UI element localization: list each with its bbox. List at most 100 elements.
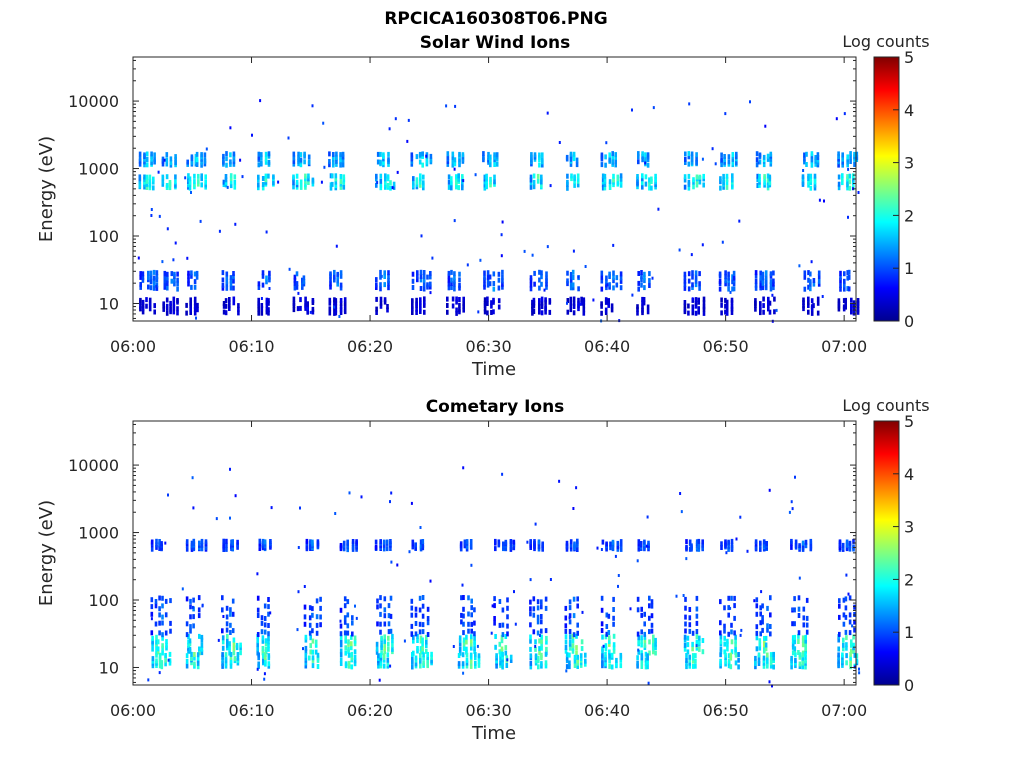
heatmap-cell — [536, 178, 540, 184]
heatmap-cell — [804, 646, 807, 652]
heatmap-cell — [419, 663, 422, 669]
heatmap-cell — [842, 304, 846, 310]
heatmap-cell — [172, 301, 176, 307]
heatmap-cell — [232, 278, 235, 284]
heatmap-cell — [858, 671, 861, 675]
heatmap-cell — [697, 309, 700, 315]
heatmap-cell — [261, 282, 265, 288]
heatmap-cell — [306, 301, 309, 307]
heatmap-cell — [790, 664, 793, 670]
heatmap-cell — [688, 657, 691, 663]
heatmap-cell — [176, 271, 179, 277]
heatmap-cell — [723, 605, 726, 611]
heatmap-cell — [458, 151, 461, 157]
heatmap-cell — [678, 248, 681, 252]
colorbar-cometary — [873, 420, 900, 686]
heatmap-cell — [492, 309, 495, 315]
heatmap-cell — [473, 648, 476, 654]
heatmap-cell — [462, 630, 465, 636]
heatmap-cell — [839, 278, 842, 283]
heatmap-cell — [497, 298, 501, 304]
heatmap-cell — [757, 652, 761, 658]
heatmap-cell — [141, 303, 145, 309]
heatmap-cell — [763, 180, 766, 186]
heatmap-cell — [571, 275, 575, 280]
heatmap-cell — [499, 655, 502, 661]
heatmap-cell — [261, 273, 265, 279]
heatmap-cell — [489, 176, 492, 182]
heatmap-cell — [344, 650, 347, 656]
heatmap-cell — [701, 157, 704, 161]
heatmap-cell — [793, 639, 797, 645]
heatmap-cell — [419, 649, 423, 655]
heatmap-cell — [619, 275, 623, 281]
heatmap-cell — [538, 650, 541, 656]
heatmap-cell — [389, 185, 392, 191]
heatmap-cell — [153, 152, 156, 158]
heatmap-cell — [532, 596, 536, 602]
heatmap-cell — [679, 492, 682, 495]
heatmap-cell — [339, 310, 343, 315]
heatmap-cell — [287, 136, 290, 140]
heatmap-cell — [764, 275, 768, 281]
heatmap-cell — [415, 154, 419, 160]
heatmap-cell — [429, 153, 433, 159]
heatmap-cell — [379, 661, 383, 666]
heatmap-cell — [174, 154, 177, 160]
heatmap-cell — [153, 303, 156, 309]
heatmap-cell — [158, 660, 162, 666]
heatmap-cell — [725, 180, 729, 185]
heatmap-cell — [261, 646, 265, 651]
heatmap-cell — [451, 151, 455, 157]
heatmap-cell — [160, 660, 164, 666]
heatmap-cell — [584, 661, 587, 667]
heatmap-cell — [849, 664, 852, 670]
heatmap-cell — [200, 176, 203, 182]
heatmap-cell — [309, 544, 312, 550]
heatmap-cell — [222, 615, 225, 618]
heatmap-cell — [224, 658, 228, 664]
heatmap-cell — [415, 297, 418, 303]
heatmap-cell — [690, 157, 694, 163]
heatmap-cell — [604, 297, 608, 303]
heatmap-cell — [611, 151, 614, 157]
heatmap-cell — [339, 631, 343, 637]
heatmap-cell — [566, 173, 569, 179]
heatmap-cell — [260, 310, 264, 316]
heatmap-cell — [158, 652, 162, 658]
heatmap-cell — [379, 539, 382, 545]
heatmap-cell — [392, 181, 396, 187]
heatmap-cell — [406, 139, 409, 143]
heatmap-cell — [267, 639, 270, 645]
heatmap-cell — [540, 270, 543, 276]
heatmap-cell — [462, 304, 465, 310]
heatmap-cell — [848, 546, 852, 552]
heatmap-cell — [494, 538, 497, 544]
heatmap-cell — [644, 660, 648, 666]
heatmap-cell — [226, 645, 229, 651]
heatmap-cell — [461, 156, 465, 162]
heatmap-cell — [646, 152, 650, 158]
heatmap-cell — [226, 633, 229, 639]
heatmap-cell — [637, 286, 640, 292]
heatmap-cell — [571, 643, 575, 649]
heatmap-cell — [304, 634, 308, 640]
heatmap-cell — [531, 299, 534, 305]
heatmap-cell — [343, 619, 347, 625]
heatmap-cell — [232, 161, 236, 167]
heatmap-cell — [534, 646, 537, 652]
heatmap-cell — [426, 274, 429, 280]
heatmap-cell — [226, 185, 229, 189]
heatmap-cell — [691, 297, 694, 301]
heatmap-cell — [540, 634, 543, 640]
heatmap-cell — [766, 652, 769, 658]
heatmap-cell — [719, 630, 722, 636]
heatmap-cell — [189, 300, 192, 306]
heatmap-cell — [308, 622, 312, 628]
heatmap-cell — [650, 185, 653, 191]
heatmap-cell — [636, 607, 640, 613]
heatmap-cell — [540, 619, 543, 625]
heatmap-cell — [764, 646, 768, 652]
heatmap-cell — [139, 271, 142, 277]
